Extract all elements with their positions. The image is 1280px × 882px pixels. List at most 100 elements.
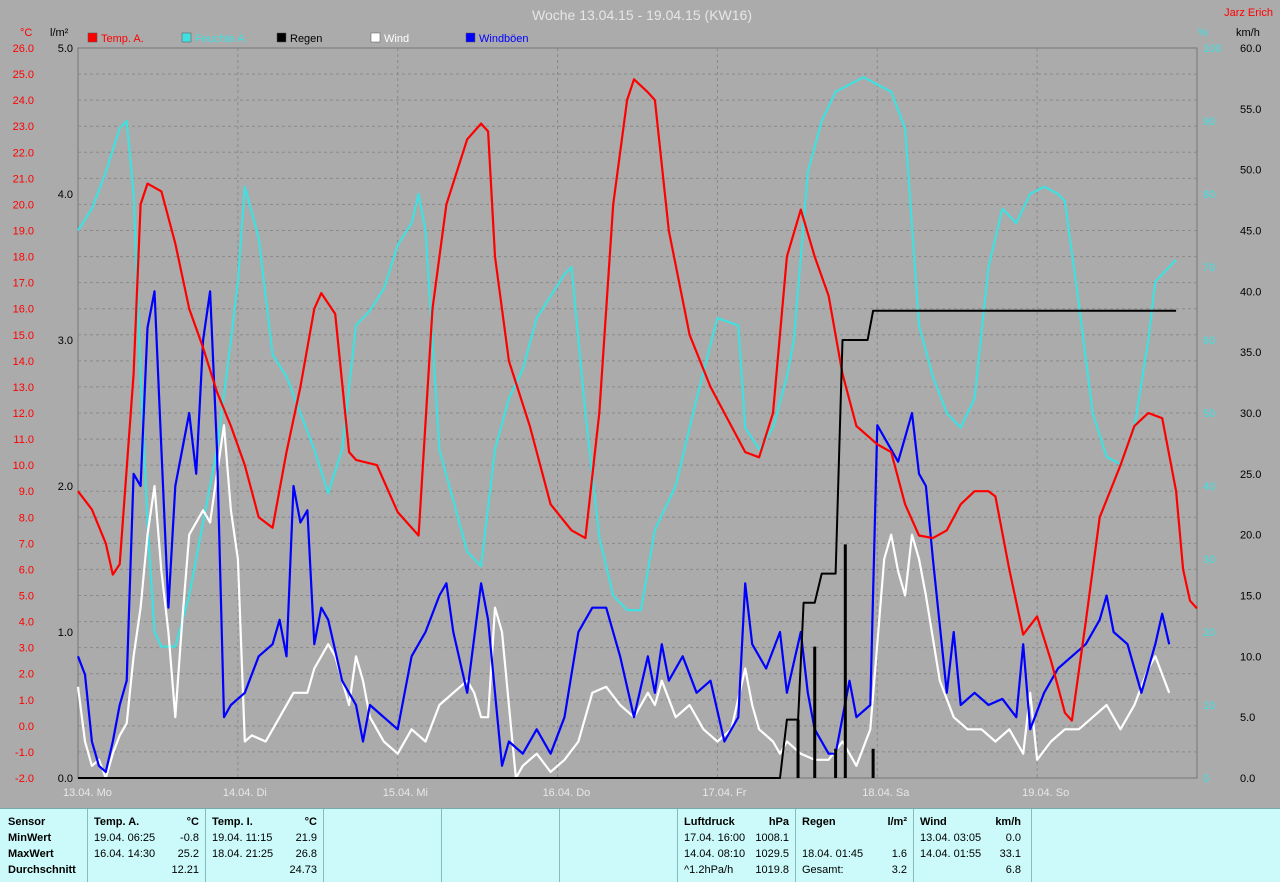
label-avg: Durchschnitt [8, 864, 76, 876]
stats-col-empty-3 [560, 809, 678, 882]
tempI-min-date: 19.04. 11:15 [212, 832, 273, 844]
hdr-tempA-unit: °C [186, 816, 199, 828]
temp-tick-label: 2.0 [19, 669, 34, 681]
series-line-temp-a- [77, 78, 1198, 722]
wind-tick-label: 20.0 [1240, 530, 1261, 542]
legend-label: Wind [384, 33, 409, 45]
rain-tick-label: 2.0 [58, 481, 73, 493]
x-tick-label: 13.04. Mo [63, 787, 112, 799]
series-line-wind [76, 424, 1171, 780]
series [76, 76, 1198, 780]
hdr-regen: Regen [802, 816, 836, 828]
wind-tick-label: 55.0 [1240, 104, 1261, 116]
regen-total-label: Gesamt: [802, 864, 844, 876]
legend-swatch [181, 32, 192, 43]
weather-chart: Woche 13.04.15 - 19.04.15 (KW16) Jarz Er… [13, 7, 1273, 799]
temp-tick-label: 22.0 [13, 147, 34, 159]
hdr-tempI-unit: °C [304, 816, 317, 828]
legend-label: Regen [290, 33, 322, 45]
x-tick-label: 17.04. Fr [702, 787, 746, 799]
tempA-max-date: 16.04. 14:30 [94, 848, 156, 860]
humidity-tick-label: 20 [1203, 627, 1215, 639]
wind-max-date: 14.04. 01:55 [920, 848, 982, 860]
hdr-tempI: Temp. I. [212, 816, 253, 828]
temp-tick-label: 14.0 [13, 356, 34, 368]
temp-tick-label: 5.0 [19, 591, 34, 603]
humidity-tick-label: 60 [1203, 335, 1215, 347]
hdr-wind: Wind [920, 816, 947, 828]
label-min: MinWert [8, 832, 52, 844]
tempA-max: 25.2 [177, 848, 199, 860]
hdr-tempA: Temp. A. [94, 816, 140, 828]
humidity-tick-label: 50 [1203, 408, 1215, 420]
druck-avg: 1019.8 [755, 864, 789, 876]
stats-col-druck: Luftdruck hPa 17.04. 16:00 1008.1 14.04.… [678, 809, 796, 882]
humidity-tick-label: 70 [1203, 262, 1215, 274]
tempI-max: 26.8 [295, 848, 317, 860]
axes: 26.0 25.0 24.0 23.0 22.0 21.0 20.0 19.0 18.0 17.0… [13, 43, 1262, 799]
temp-tick-label: -2.0 [15, 773, 34, 785]
hdr-regen-unit: l/m² [887, 816, 907, 828]
druck-min-date: 17.04. 16:00 [684, 832, 746, 844]
legend-swatch [465, 32, 476, 43]
rain-tick-label: 0.0 [58, 773, 73, 785]
x-tick-label: 18.04. Sa [862, 787, 910, 799]
wind-tick-label: 60.0 [1240, 43, 1261, 55]
stats-col-regen: Regen l/m² 18.04. 01:45 1.6 Gesamt: 3.2 [796, 809, 914, 882]
hdr-wind-unit: km/h [995, 816, 1021, 828]
temp-tick-label: 13.0 [13, 382, 34, 394]
legend: Temp. A. Feuchte A. Regen Wind Windböen [87, 32, 529, 45]
chart-title: Woche 13.04.15 - 19.04.15 (KW16) [532, 7, 752, 23]
tempA-avg: 12.21 [171, 864, 199, 876]
x-tick-label: 15.04. Mi [383, 787, 428, 799]
tempI-min: 21.9 [295, 832, 317, 844]
wind-tick-label: 5.0 [1240, 712, 1255, 724]
temp-tick-label: 11.0 [13, 434, 34, 446]
wind-unit-label: km/h [1236, 27, 1260, 39]
temp-tick-label: 1.0 [19, 695, 34, 707]
x-tick-label: 19.04. So [1022, 787, 1069, 799]
series-line-regen [78, 309, 1177, 779]
rain-tick-label: 3.0 [58, 335, 73, 347]
temp-tick-label: 23.0 [13, 121, 34, 133]
temp-tick-label: -1.0 [15, 747, 34, 759]
wind-avg: 6.8 [1005, 864, 1021, 876]
wind-tick-label: 25.0 [1240, 469, 1261, 481]
temp-tick-label: 6.0 [19, 564, 34, 576]
temp-tick-label: 21.0 [13, 173, 34, 185]
wind-tick-label: 35.0 [1240, 347, 1261, 359]
humidity-tick-label: 30 [1203, 554, 1215, 566]
humidity-tick-label: 10 [1203, 700, 1215, 712]
druck-min: 1008.1 [755, 832, 789, 844]
temp-tick-label: 9.0 [19, 486, 34, 498]
temp-tick-label: 15.0 [13, 330, 34, 342]
stats-col-empty-1 [324, 809, 442, 882]
x-tick-label: 16.04. Do [543, 787, 591, 799]
temp-tick-label: 7.0 [19, 538, 34, 550]
temp-tick-label: 3.0 [19, 643, 34, 655]
hdr-druck: Luftdruck [684, 816, 735, 828]
temp-tick-label: 25.0 [13, 69, 34, 81]
wind-tick-label: 10.0 [1240, 651, 1261, 663]
regen-max-date: 18.04. 01:45 [802, 848, 864, 860]
regen-total: 3.2 [891, 864, 907, 876]
legend-label: Feuchte A. [195, 33, 248, 45]
temp-tick-label: 4.0 [19, 617, 34, 629]
legend-swatch [87, 32, 98, 43]
temp-tick-label: 16.0 [13, 304, 34, 316]
stats-table: Sensor MinWert MaxWert Durchschnitt Temp… [0, 808, 1280, 882]
tempA-min: -0.8 [180, 832, 199, 844]
wind-tick-label: 30.0 [1240, 408, 1261, 420]
stats-col-tempI: Temp. I. °C 19.04. 11:15 21.9 18.04. 21:… [206, 809, 324, 882]
temp-unit-label: °C [20, 27, 32, 39]
humidity-tick-label: 90 [1203, 116, 1215, 128]
humidity-unit-label: % [1198, 27, 1208, 39]
humidity-tick-label: 40 [1203, 481, 1215, 493]
druck-max-date: 14.04. 08:10 [684, 848, 746, 860]
wind-tick-label: 15.0 [1240, 591, 1261, 603]
temp-tick-label: 18.0 [13, 252, 34, 264]
temp-tick-label: 26.0 [13, 43, 34, 55]
series-line-windböen [76, 290, 1171, 774]
regen-max: 1.6 [891, 848, 907, 860]
tempI-avg: 24.73 [289, 864, 317, 876]
